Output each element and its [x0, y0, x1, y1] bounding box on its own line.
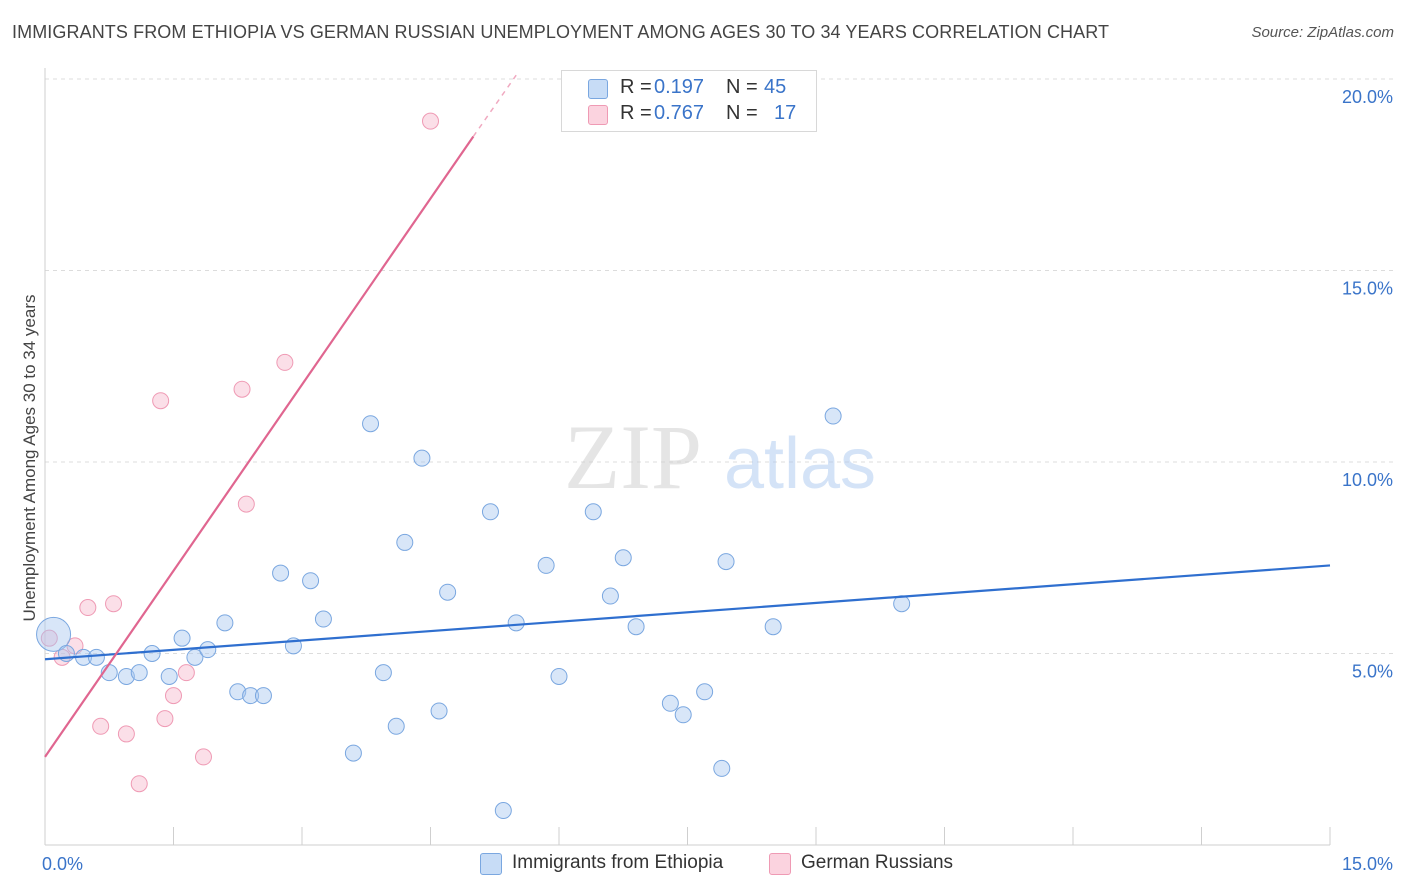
ethiopia-point	[696, 683, 714, 701]
ethiopia-point	[173, 629, 191, 647]
ethiopia-point	[229, 683, 247, 701]
german-russians-point	[92, 717, 110, 735]
german-russians-point	[130, 775, 148, 793]
ethiopia-point	[36, 616, 72, 652]
x-tick-label: 15.0%	[1342, 854, 1393, 874]
legend-swatch-blue	[480, 853, 502, 875]
y-tick-label: 5.0%	[1352, 662, 1393, 682]
ethiopia-point	[87, 648, 105, 666]
legend-r-value: 0.767	[654, 102, 705, 124]
x-tick-label: 0.0%	[42, 854, 83, 874]
ethiopia-point	[674, 706, 692, 724]
legend-swatch-blue	[588, 79, 608, 99]
ethiopia-point	[117, 667, 135, 685]
source-label: Source: ZipAtlas.com	[1251, 24, 1394, 41]
ethiopia-point	[344, 744, 362, 762]
german-russians-trend-line	[44, 135, 475, 758]
correlation-legend: R = 0.197 N = 45 R = 0.767 N = 17	[561, 70, 817, 132]
ethiopia-point	[272, 564, 290, 582]
german-russians-point	[156, 710, 174, 728]
ethiopia-point	[430, 702, 448, 720]
legend-n-value: 17	[774, 102, 797, 124]
ethiopia-point	[764, 618, 782, 636]
ethiopia-point	[314, 610, 332, 628]
legend-n-label: N =	[726, 102, 758, 124]
ethiopia-point	[160, 667, 178, 685]
axes	[44, 68, 1331, 846]
legend-n-label: N =	[726, 76, 758, 98]
german-russians-point	[194, 748, 212, 766]
legend-label: Immigrants from Ethiopia	[512, 852, 724, 873]
ethiopia-point	[199, 641, 217, 659]
watermark: ZIP atlas	[564, 406, 876, 508]
ethiopia-point	[550, 667, 568, 685]
ethiopia-trend-line	[44, 564, 1331, 661]
german-russians-point	[177, 664, 195, 682]
ethiopia-point	[494, 802, 512, 820]
ethiopia-point	[143, 645, 161, 662]
legend-r-label: R =	[620, 102, 652, 124]
legend-r-value: 0.197	[654, 76, 705, 98]
ethiopia-point	[601, 587, 619, 605]
german-russians-trend-extension	[472, 74, 517, 137]
ethiopia-point	[362, 415, 380, 433]
y-tick-label: 10.0%	[1342, 470, 1393, 490]
watermark-zip: ZIP	[564, 406, 702, 508]
watermark-atlas: atlas	[724, 424, 876, 504]
german-russians-point	[40, 629, 58, 647]
ethiopia-point	[713, 759, 731, 777]
ethiopia-point	[584, 503, 602, 521]
ethiopia-point	[413, 449, 431, 467]
german-russians-point	[276, 353, 294, 371]
german-russians-point	[237, 495, 255, 513]
ethiopia-points	[36, 407, 911, 820]
y-axis-title: Unemployment Among Ages 30 to 34 years	[20, 294, 39, 622]
ethiopia-point	[387, 717, 405, 735]
german-russians-point	[105, 595, 123, 613]
tick-labels: 5.0% 10.0% 15.0% 20.0% 0.0% 15.0%	[42, 87, 1393, 874]
ethiopia-point	[824, 407, 842, 425]
ethiopia-point	[481, 503, 499, 521]
ethiopia-point	[302, 572, 320, 590]
legend-r-label: R =	[620, 76, 652, 98]
ethiopia-point	[507, 614, 525, 632]
ethiopia-point	[627, 618, 645, 636]
y-tick-label: 20.0%	[1342, 87, 1393, 107]
german-russians-point	[233, 380, 251, 398]
ethiopia-point	[130, 664, 148, 682]
ethiopia-point	[396, 533, 414, 551]
german-russians-point	[422, 112, 439, 130]
german-russians-point	[152, 392, 170, 410]
ethiopia-point	[242, 687, 260, 705]
german-russians-point	[117, 725, 135, 743]
ethiopia-point	[661, 694, 679, 712]
y-tick-label: 15.0%	[1342, 279, 1393, 299]
legend-n-value: 45	[764, 76, 787, 98]
legend-swatch-pink	[588, 105, 608, 125]
ethiopia-point	[717, 553, 735, 571]
trend-lines	[44, 74, 1331, 758]
ethiopia-point	[439, 583, 457, 601]
ethiopia-point	[614, 549, 632, 567]
german-russians-point	[79, 599, 97, 617]
german-russians-point	[165, 687, 182, 705]
chart-title: IMMIGRANTS FROM ETHIOPIA VS GERMAN RUSSI…	[12, 22, 1110, 42]
ethiopia-point	[216, 614, 234, 632]
ethiopia-point	[374, 664, 392, 682]
legend-label: German Russians	[801, 852, 954, 873]
ethiopia-point	[537, 556, 555, 574]
legend-swatch-pink	[769, 853, 791, 875]
ethiopia-point	[254, 687, 272, 705]
